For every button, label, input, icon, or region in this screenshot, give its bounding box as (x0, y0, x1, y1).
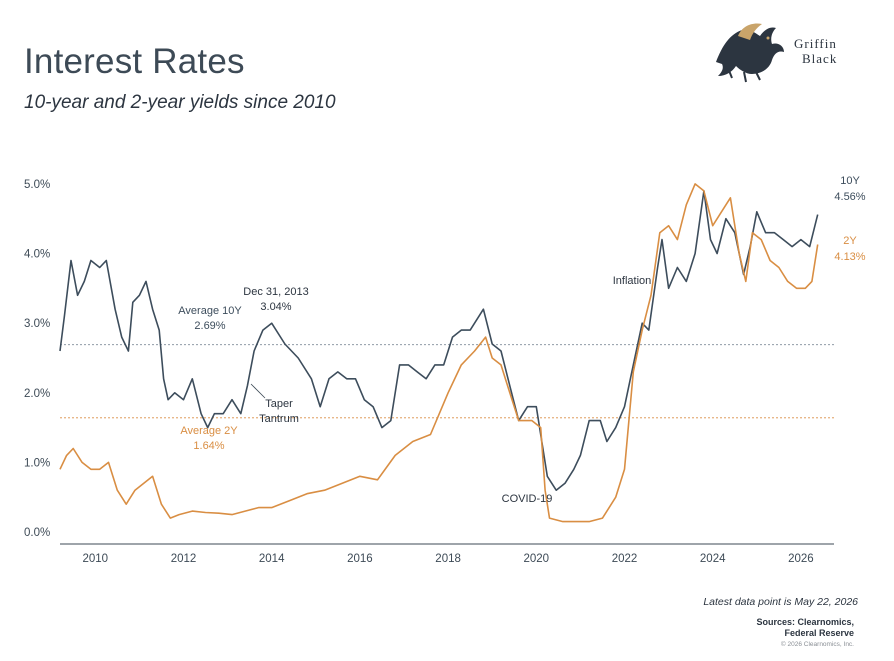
series-line-10y (59, 190, 819, 491)
annotation-dec2013: Dec 31, 2013 (243, 286, 308, 298)
series-line-2y (59, 183, 819, 523)
avg2-value: 1.64% (193, 440, 224, 452)
latest-data-note: Latest data point is May 22, 2026 (703, 596, 858, 608)
taper-leader-line (250, 383, 266, 399)
series-label-2y: 2Y (843, 235, 857, 247)
y-tick-label: 1.0% (24, 457, 50, 469)
avg2-label: Average 2Y (180, 425, 238, 437)
x-tick-label: 2026 (788, 553, 814, 565)
logo-text-line2: Black (802, 51, 838, 66)
copyright-note: © 2026 Clearnomics, Inc. (780, 641, 854, 648)
sources-line2: Federal Reserve (784, 628, 854, 638)
annotation-tantrum: Tantrum (259, 413, 299, 425)
annotation-dec2013-value: 3.04% (260, 301, 291, 313)
y-tick-label: 3.0% (24, 318, 50, 330)
avg10-label: Average 10Y (178, 305, 242, 317)
series-value-10y: 4.56% (834, 191, 865, 203)
x-tick-label: 2014 (259, 553, 285, 565)
y-tick-label: 0.0% (24, 527, 50, 539)
annotation-covid: COVID-19 (502, 493, 553, 505)
x-tick-label: 2024 (700, 553, 726, 565)
x-tick-label: 2016 (347, 553, 373, 565)
logo-text-line1: Griffin (794, 36, 837, 51)
sources-line1: Sources: Clearnomics, (756, 617, 854, 627)
page-title: Interest Rates (24, 42, 245, 81)
yield-chart: 0.0% 1.0% 2.0% 3.0% 4.0% 5.0% 2010 2012 2014 2016… (24, 175, 866, 565)
x-tick-label: 2012 (171, 553, 197, 565)
annotation-inflation: Inflation (613, 275, 652, 287)
y-tick-label: 5.0% (24, 179, 50, 191)
x-tick-label: 2018 (435, 553, 461, 565)
series-label-10y: 10Y (840, 175, 860, 187)
avg10-value: 2.69% (194, 320, 225, 332)
x-tick-label: 2020 (524, 553, 550, 565)
y-tick-label: 4.0% (24, 249, 50, 261)
y-tick-label: 2.0% (24, 388, 50, 400)
x-tick-label: 2010 (82, 553, 108, 565)
annotation-taper: Taper (265, 398, 293, 410)
x-tick-label: 2022 (612, 553, 638, 565)
series-value-2y: 4.13% (834, 251, 865, 263)
sources-note: Sources: Clearnomics, Federal Reserve (714, 617, 854, 639)
page-subtitle: 10-year and 2-year yields since 2010 (24, 92, 336, 113)
griffin-logo (716, 23, 784, 83)
